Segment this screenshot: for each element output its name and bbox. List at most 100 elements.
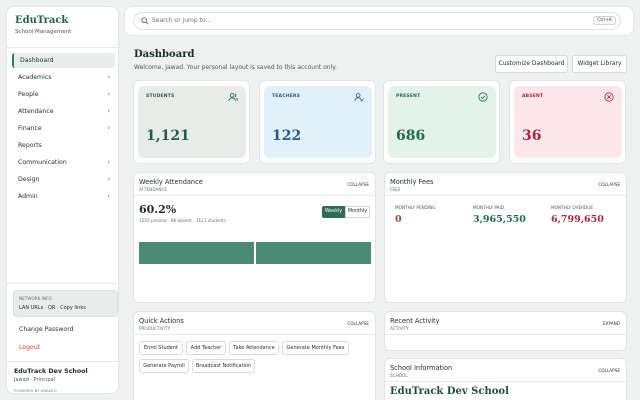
stat-panel: ABSENT 36: [514, 86, 622, 158]
generate-monthly-fees-button[interactable]: Generate Monthly Fees: [282, 341, 349, 355]
card-subtitle: FEES: [390, 187, 401, 192]
divider: [7, 361, 118, 362]
change-password-link[interactable]: Change Password: [19, 326, 74, 333]
card-title: Monthly Fees: [390, 178, 434, 186]
chevron-right-icon: ›: [107, 73, 110, 81]
stat-panel: TEACHERS 122: [264, 86, 372, 158]
collapse-button[interactable]: COLLAPSE: [598, 368, 620, 373]
network-info-links: LAN URLs · QR · Copy links: [19, 305, 86, 311]
expand-button[interactable]: EXPAND: [603, 321, 620, 326]
card-title: Weekly Attendance: [139, 178, 203, 186]
weekly-attendance-card: Weekly Attendance ATTENDANCE COLLAPSE 60…: [133, 172, 376, 303]
chevron-right-icon: ›: [107, 192, 110, 200]
card-subtitle: ATTENDANCE: [139, 187, 168, 192]
sidebar-item-label: People: [18, 91, 39, 98]
enrol-student-button[interactable]: Enrol Student: [139, 341, 183, 355]
quick-actions-card: Quick Actions PRODUCTIVITY COLLAPSE Enro…: [133, 311, 376, 400]
sidebar-item-label: Dashboard: [20, 57, 54, 64]
collapse-button[interactable]: COLLAPSE: [598, 182, 620, 187]
sidebar: EduTrack School Management Dashboard Aca…: [6, 6, 119, 394]
search-icon: [141, 17, 149, 25]
sidebar-item-label: Finance: [18, 125, 42, 132]
stat-card-students: STUDENTS 1,121: [133, 80, 250, 164]
customize-dashboard-button[interactable]: Customize Dashboard: [495, 55, 568, 73]
chevron-right-icon: ›: [107, 107, 110, 115]
chevron-right-icon: ›: [107, 90, 110, 98]
monthly-fees-card: Monthly Fees FEES COLLAPSE MONTHLY PENDI…: [384, 172, 627, 303]
sidebar-item-academics[interactable]: Academics ›: [12, 70, 115, 85]
network-info-title: NETWORK INFO: [19, 296, 52, 301]
widget-library-button[interactable]: Widget Library: [572, 55, 627, 73]
sidebar-item-dashboard[interactable]: Dashboard: [12, 53, 115, 68]
users-icon: [228, 93, 238, 102]
sidebar-item-attendance[interactable]: Attendance ›: [12, 104, 115, 119]
card-subtitle: SCHOOL: [390, 373, 408, 378]
weekly-toggle[interactable]: Weekly: [322, 206, 345, 218]
stat-value: 686: [396, 128, 426, 144]
sidebar-item-label: Academics: [18, 74, 52, 81]
user-role: Jawad · Principal: [14, 377, 55, 383]
stat-value: 122: [272, 128, 302, 144]
divider: [385, 381, 626, 382]
sidebar-item-people[interactable]: People ›: [12, 87, 115, 102]
attendance-bar: [139, 242, 254, 264]
attendance-bar-chart: [139, 242, 371, 264]
divider: [385, 334, 626, 335]
stat-card-teachers: TEACHERS 122: [259, 80, 376, 164]
fee-value-pending: 0: [395, 214, 402, 225]
take-attendance-button[interactable]: Take Attendance: [229, 341, 279, 355]
card-subtitle: ACTIVITY: [390, 326, 409, 331]
stat-card-absent: ABSENT 36: [509, 80, 626, 164]
network-info-box[interactable]: NETWORK INFO LAN URLs · QR · Copy links: [13, 290, 118, 317]
broadcast-notification-button[interactable]: Broadcast Notification: [192, 359, 255, 373]
brand-title: EduTrack: [15, 15, 69, 26]
powered-by: POWERED BY DRAKRO: [14, 388, 57, 393]
logout-link[interactable]: Logout: [19, 344, 41, 351]
sidebar-item-label: Reports: [18, 142, 42, 149]
school-name: EduTrack Dev School: [14, 368, 88, 375]
divider: [134, 334, 375, 335]
attendance-percent: 60.2%: [139, 203, 177, 216]
top-bar: Search or jump to… Ctrl+K: [124, 6, 634, 36]
sidebar-item-communication[interactable]: Communication ›: [12, 155, 115, 170]
school-info-name: EduTrack Dev School: [390, 386, 509, 397]
attendance-summary: 1255 present · 86 absent · 1121 students: [139, 218, 227, 223]
teacher-icon: [354, 93, 364, 102]
sidebar-item-design[interactable]: Design ›: [12, 172, 115, 187]
monthly-toggle[interactable]: Monthly: [345, 206, 370, 218]
collapse-button[interactable]: COLLAPSE: [347, 321, 369, 326]
divider: [7, 283, 118, 284]
generate-payroll-button[interactable]: Generate Payroll: [139, 359, 189, 373]
add-teacher-button[interactable]: Add Teacher: [186, 341, 226, 355]
stat-panel: PRESENT 686: [388, 86, 496, 158]
sidebar-item-label: Communication: [18, 159, 67, 166]
sidebar-item-admin[interactable]: Admin ›: [12, 189, 115, 204]
card-subtitle: PRODUCTIVITY: [139, 326, 170, 331]
stat-card-present: PRESENT 686: [383, 80, 500, 164]
stat-label: STUDENTS: [146, 94, 175, 99]
fee-label-paid: MONTHLY PAID: [473, 205, 504, 210]
stat-value: 1,121: [146, 128, 190, 144]
collapse-button[interactable]: COLLAPSE: [347, 182, 369, 187]
fee-label-overdue: MONTHLY OVERDUE: [551, 205, 593, 210]
brand-subtitle: School Management: [15, 29, 72, 35]
sidebar-item-label: Design: [18, 176, 40, 183]
sidebar-item-finance[interactable]: Finance ›: [12, 121, 115, 136]
stat-label: TEACHERS: [272, 94, 301, 99]
x-circle-icon: [604, 92, 614, 102]
chevron-right-icon: ›: [107, 124, 110, 132]
fee-label-pending: MONTHLY PENDING: [395, 205, 436, 210]
card-title: Quick Actions: [139, 317, 184, 325]
sidebar-item-label: Admin: [18, 193, 38, 200]
search-input[interactable]: Search or jump to… Ctrl+K: [133, 12, 621, 30]
stat-value: 36: [522, 128, 542, 144]
school-information-card: School Information SCHOOL COLLAPSE EduTr…: [384, 358, 627, 400]
divider: [385, 195, 626, 196]
divider: [134, 195, 375, 196]
page-subtitle: Welcome, Jawad. Your personal layout is …: [134, 64, 337, 71]
chevron-right-icon: ›: [107, 175, 110, 183]
sidebar-item-reports[interactable]: Reports: [12, 138, 115, 153]
fee-value-paid: 3,965,550: [473, 214, 526, 225]
page-title: Dashboard: [134, 49, 195, 60]
sidebar-item-label: Attendance: [18, 108, 54, 115]
